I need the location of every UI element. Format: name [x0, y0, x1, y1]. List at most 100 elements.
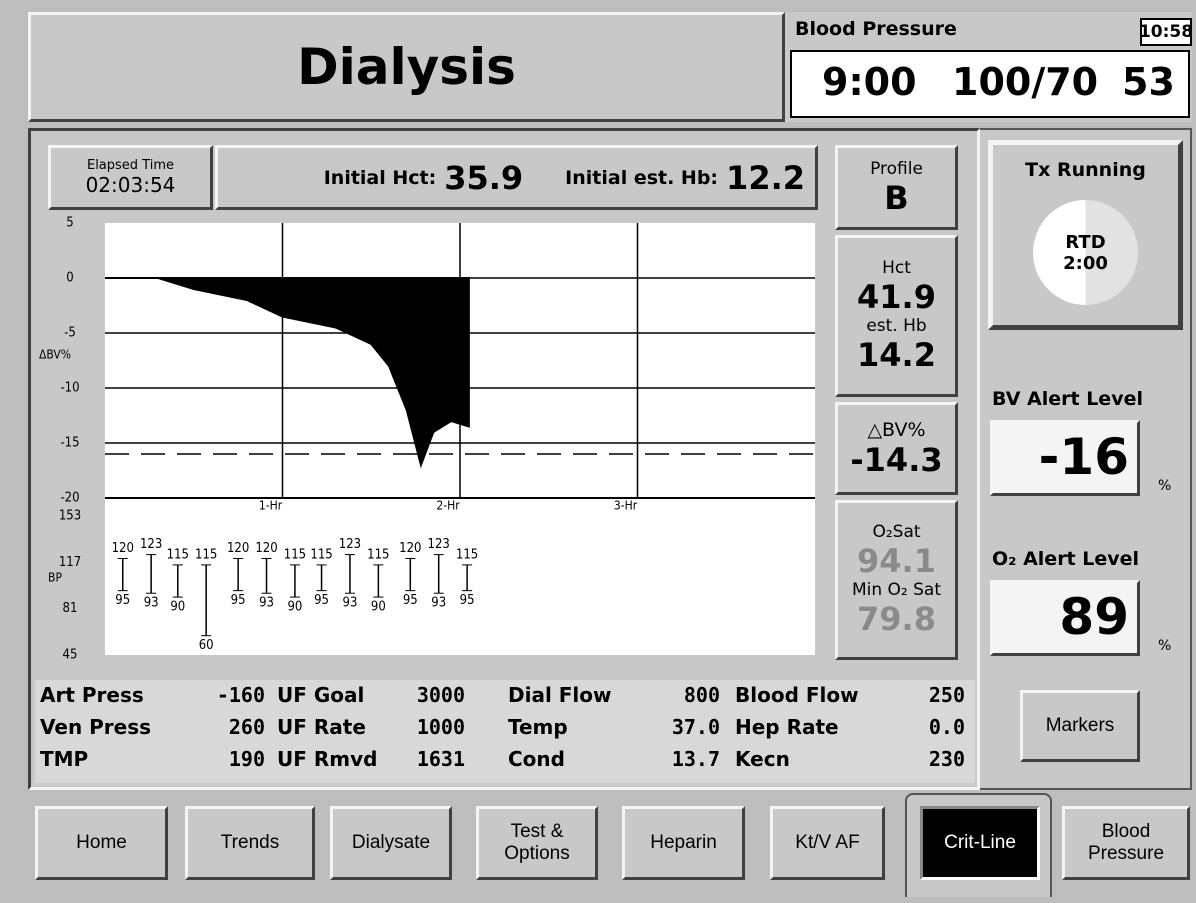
diastolic-label: 93: [144, 596, 159, 611]
o2-unit: %: [1158, 638, 1172, 654]
diastolic-label: 95: [403, 593, 418, 608]
param-value: 3000: [416, 683, 465, 707]
systolic-label: 115: [456, 547, 478, 562]
y-tick-label: -10: [60, 381, 79, 396]
profile-label: Profile: [870, 158, 923, 179]
param-value: 1000: [416, 715, 465, 739]
tab-button[interactable]: Crit-Line: [920, 806, 1040, 880]
bp-panel: Blood Pressure 10:58 9:00 100/70 53: [785, 12, 1193, 122]
initial-box: Initial Hct: 35.9 Initial est. Hb: 12.2: [215, 145, 818, 210]
min-o2: 79.8: [857, 600, 936, 638]
param-value: 190: [228, 747, 265, 771]
y-axis-label: ΔBV%: [39, 348, 71, 362]
param-value: 1631: [416, 747, 465, 771]
x-tick-label: 2-Hr: [436, 499, 460, 513]
x-tick-label: 1-Hr: [259, 499, 283, 513]
bp-label: Blood Pressure: [795, 18, 957, 40]
hct-label: Hct: [882, 258, 911, 278]
tab-button[interactable]: Trends: [185, 806, 315, 880]
bp-pulse: 53: [1122, 60, 1175, 104]
param-label: Hep Rate: [735, 715, 839, 739]
diastolic-label: 60: [199, 638, 214, 653]
diastolic-label: 90: [170, 600, 185, 615]
hct-box: Hct 41.9 est. Hb 14.2: [835, 235, 958, 397]
initial-hct: 35.9: [444, 158, 524, 197]
tx-button[interactable]: Tx Running RTD 2:00: [988, 140, 1183, 330]
min-o2-label: Min O₂ Sat: [851, 580, 942, 600]
param-value: -160: [216, 683, 265, 707]
y-tick-label: 5: [66, 216, 73, 231]
param-label: UF Rmvd: [277, 747, 378, 771]
systolic-label: 115: [310, 547, 332, 562]
diastolic-label: 90: [371, 600, 386, 615]
y-tick-label: 117: [59, 555, 81, 570]
profile-box: Profile B: [835, 145, 958, 230]
tab-button[interactable]: Kt/V AF: [770, 806, 885, 880]
bp-value: 100/70: [952, 60, 1099, 104]
clock: 10:58: [1139, 18, 1193, 46]
diastolic-label: 95: [115, 593, 130, 608]
o2-box: O₂Sat 94.1 Min O₂ Sat 79.8: [835, 500, 958, 660]
dbv: -14.3: [850, 440, 943, 479]
profile: B: [884, 178, 909, 217]
param-label: Ven Press: [40, 715, 152, 739]
diastolic-label: 95: [231, 593, 246, 608]
param-value: 0.0: [928, 715, 965, 739]
systolic-label: 120: [255, 541, 277, 556]
tab-button[interactable]: Test & Options: [476, 806, 598, 880]
elapsed-label: Elapsed Time: [86, 158, 174, 173]
x-tick-label: 3-Hr: [614, 499, 638, 513]
diastolic-label: 95: [314, 593, 329, 608]
param-label: TMP: [40, 747, 89, 771]
tab-button[interactable]: Dialysate: [330, 806, 452, 880]
dbv-box: △BV% -14.3: [835, 402, 958, 495]
systolic-label: 120: [112, 541, 134, 556]
y-tick-label: -15: [60, 436, 79, 451]
param-value: 250: [928, 683, 965, 707]
o2-alert[interactable]: 89: [990, 580, 1140, 656]
y-tick-label: -5: [64, 326, 76, 341]
systolic-label: 115: [284, 547, 306, 562]
markers-button[interactable]: Markers: [1020, 690, 1140, 762]
param-label: UF Goal: [277, 683, 365, 707]
diastolic-label: 93: [431, 596, 446, 611]
dbv-label: △BV%: [867, 418, 926, 441]
bp-time: 9:00: [822, 60, 917, 104]
param-label: Dial Flow: [508, 683, 612, 707]
bv-alert[interactable]: -16: [990, 420, 1140, 496]
systolic-label: 120: [227, 541, 249, 556]
tab-button[interactable]: Heparin: [622, 806, 745, 880]
y-tick-label: 81: [63, 601, 78, 616]
o2-label: O₂Sat: [872, 522, 921, 542]
diastolic-label: 93: [343, 596, 358, 611]
params-panel: Art Press -160 UF Goal 3000 Dial Flow 800 Bloo…: [35, 680, 975, 783]
y-tick-label: 45: [63, 648, 78, 663]
tab-button[interactable]: Blood Pressure: [1062, 806, 1190, 880]
title-box: Dialysis: [28, 12, 785, 122]
param-value: 800: [683, 683, 720, 707]
rtd: 2:00: [1063, 252, 1108, 274]
param-label: Art Press: [40, 683, 144, 707]
param-label: Kecn: [735, 747, 790, 771]
diastolic-label: 93: [259, 596, 274, 611]
systolic-label: 115: [195, 547, 217, 562]
systolic-label: 123: [428, 537, 450, 552]
y-tick-label: -20: [60, 491, 79, 506]
param-label: Cond: [508, 747, 565, 771]
rtd-dial: RTD 2:00: [1033, 200, 1138, 305]
initial-hct-label: Initial Hct:: [323, 166, 437, 189]
param-value: 13.7: [671, 747, 720, 771]
param-value: 260: [228, 715, 265, 739]
tab-button[interactable]: Home: [35, 806, 168, 880]
diastolic-label: 90: [287, 600, 302, 615]
param-label: Blood Flow: [735, 683, 859, 707]
rtd-label: RTD: [1065, 231, 1106, 253]
o2: 94.1: [857, 542, 936, 580]
title: Dialysis: [297, 38, 516, 96]
bv-area: [105, 277, 470, 469]
systolic-label: 120: [399, 541, 421, 556]
bv-alert-label: BV Alert Level: [992, 388, 1143, 410]
o2-alert-label: O₂ Alert Level: [992, 548, 1140, 570]
